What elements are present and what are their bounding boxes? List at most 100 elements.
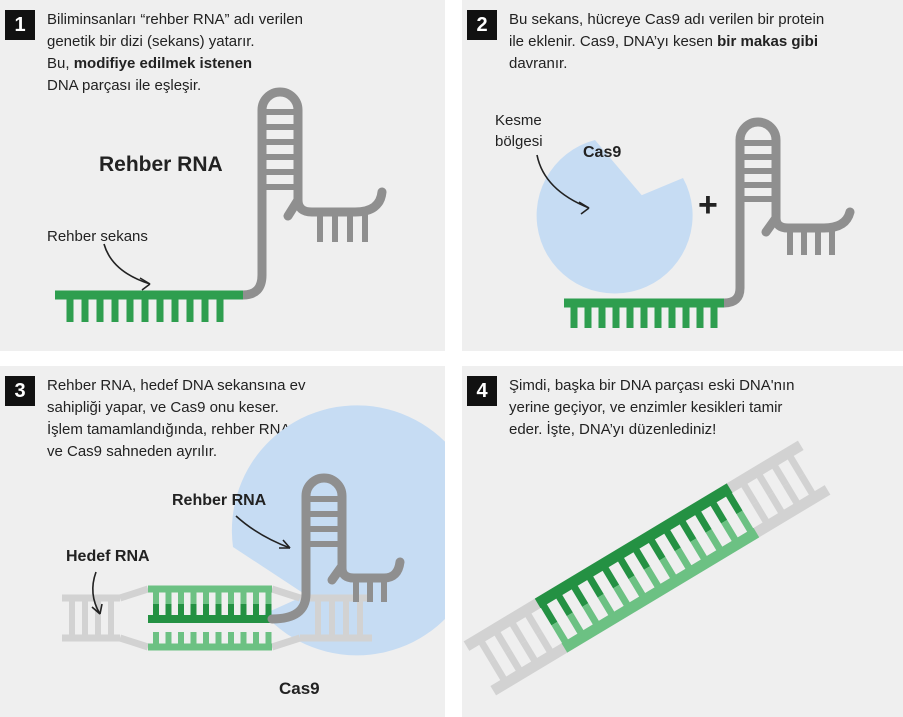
- rung-upper: [647, 536, 666, 561]
- text-segment: Şimdi, başka bir DNA parçası eski DNA'nı…: [509, 377, 795, 394]
- step-badge-2: 2: [467, 10, 497, 40]
- stem-loop-rungs: [740, 140, 776, 202]
- panel-2: 2 Bu sekans, hücreye Cas9 adı verilen bi…: [462, 0, 903, 351]
- rung-upper: [785, 452, 805, 478]
- label-rehber-rna: Rehber RNA: [172, 492, 267, 509]
- guide-pointer-arrow: [235, 515, 291, 549]
- step-text-2: Bu sekans, hücreye Cas9 adı verilen bir …: [509, 9, 824, 75]
- rung-upper: [585, 573, 604, 598]
- rung-upper: [616, 554, 635, 580]
- tail-rungs: [787, 228, 835, 255]
- text-segment: eder. İşte, DNA’yı düzenlediniz!: [509, 421, 717, 438]
- rung-upper: [477, 638, 496, 663]
- text-segment: davranır.: [509, 55, 568, 72]
- text-segment: Rehber RNA, hedef DNA sekansına ev: [47, 377, 306, 394]
- text-line: genetik bir dizi (sekans) yatarır.: [47, 31, 303, 53]
- rung-upper: [539, 601, 558, 626]
- rung-lower: [613, 584, 632, 609]
- target-dna-right-rungs: [315, 598, 363, 638]
- text-segment: ile eklenir. Cas9, DNA’yı kesen: [509, 33, 718, 50]
- rung-upper: [569, 582, 589, 607]
- rung-lower: [690, 538, 709, 563]
- rung-upper: [739, 480, 759, 505]
- cut-site-arrow-head: [578, 201, 590, 215]
- label-cas9: Cas9: [279, 679, 320, 698]
- rung-upper: [724, 490, 743, 515]
- text-line: sahipliği yapar, ve Cas9 onu keser.: [47, 397, 305, 419]
- target-pointer-arrow: [92, 571, 101, 615]
- text-segment: sahipliği yapar, ve Cas9 onu keser.: [47, 399, 279, 416]
- rung-lower: [597, 594, 617, 619]
- dna-rungs: [477, 452, 817, 684]
- text-segment: bir makas gibi: [717, 33, 819, 50]
- text-segment: yerine geçiyor, ve enzimler kesikleri ta…: [509, 399, 783, 416]
- rung-upper: [770, 462, 789, 487]
- rung-lower: [659, 556, 678, 582]
- plus-sign: +: [698, 186, 718, 224]
- target-sequence-top-rungs: [153, 589, 272, 604]
- rung-lower: [674, 547, 694, 572]
- guide-sequence-teeth: [66, 295, 224, 322]
- rung-lower: [736, 510, 755, 535]
- rung-upper: [662, 527, 681, 552]
- label-hedef-rna: Hedef RNA: [66, 548, 150, 565]
- rung-upper: [677, 517, 697, 542]
- text-segment: Bu sekans, hücreye Cas9 adı verilen bir …: [509, 11, 825, 28]
- label-kesme: Kesme: [495, 112, 542, 129]
- rung-upper: [693, 508, 712, 533]
- rung-lower: [628, 575, 647, 600]
- rung-upper: [631, 545, 651, 570]
- guide-rna-strand: [719, 117, 855, 308]
- rung-lower: [520, 640, 539, 665]
- rung-lower: [643, 566, 663, 591]
- label-rehber-rna: Rehber RNA: [99, 153, 223, 176]
- rung-lower: [782, 482, 802, 507]
- text-line: Şimdi, başka bir DNA parçası eski DNA'nı…: [509, 375, 794, 397]
- target-sequence-bottom-rungs: [153, 632, 272, 647]
- tail-rungs: [353, 578, 387, 602]
- text-line: Biliminsanları “rehber RNA” adı verilen: [47, 9, 303, 31]
- text-line: Bu sekans, hücreye Cas9 adı verilen bir …: [509, 9, 824, 31]
- text-line: Rehber RNA, hedef DNA sekansına ev: [47, 375, 305, 397]
- rung-lower: [798, 473, 817, 498]
- panel-4: 4 Şimdi, başka bir DNA parçası eski DNA'…: [462, 366, 903, 717]
- rung-upper: [508, 619, 527, 644]
- rung-upper: [600, 564, 620, 589]
- dna-ladder: [463, 440, 831, 696]
- repaired-dna-illustration: [463, 440, 831, 696]
- label-kesme-bolgesi: Kesme bölgesi: [495, 110, 543, 152]
- pointer-arrow: [103, 243, 151, 285]
- step-text-4: Şimdi, başka bir DNA parçası eski DNA'nı…: [509, 375, 794, 441]
- rung-upper: [708, 499, 728, 524]
- target-dna-left-rungs: [69, 598, 114, 638]
- cas9-illustration: [536, 117, 855, 328]
- guide-rna-strand: [238, 87, 387, 300]
- rung-lower: [705, 529, 725, 554]
- guide-rna-illustration: [55, 87, 387, 322]
- rung-upper: [492, 629, 512, 654]
- rung-lower: [505, 649, 524, 674]
- text-line: DNA parçası ile eşleşir.: [47, 75, 303, 97]
- text-line: ile eklenir. Cas9, DNA’yı kesen bir maka…: [509, 31, 824, 53]
- step-text-1: Biliminsanları “rehber RNA” adı verilen g…: [47, 9, 303, 97]
- rung-lower: [551, 621, 570, 646]
- inserted-dark-strand: [534, 483, 733, 609]
- text-line: İşlem tamamlandığında, rehber RNA: [47, 419, 305, 441]
- label-cas9: Cas9: [583, 144, 622, 161]
- label-bolgesi: bölgesi: [495, 133, 543, 150]
- text-line: ve Cas9 sahneden ayrılır.: [47, 441, 305, 463]
- rung-lower: [535, 631, 555, 656]
- rung-upper: [755, 471, 774, 496]
- text-segment: genetik bir dizi (sekans) yatarır.: [47, 33, 255, 50]
- cas9-pacman-shape: [536, 140, 693, 294]
- step-badge-4: 4: [467, 376, 497, 406]
- text-line: Bu, modifiye edilmek istenen: [47, 53, 303, 75]
- guide-rna-strand: [267, 473, 405, 624]
- text-segment: ve Cas9 sahneden ayrılır.: [47, 443, 218, 460]
- rung-upper: [523, 610, 542, 635]
- text-segment: Biliminsanları “rehber RNA” adı verilen: [47, 11, 303, 28]
- guide-pointer-arrow-head: [279, 539, 291, 549]
- text-segment: modifiye edilmek istenen: [73, 55, 253, 72]
- rung-lower: [489, 658, 509, 684]
- inserted-light-strand: [561, 527, 760, 653]
